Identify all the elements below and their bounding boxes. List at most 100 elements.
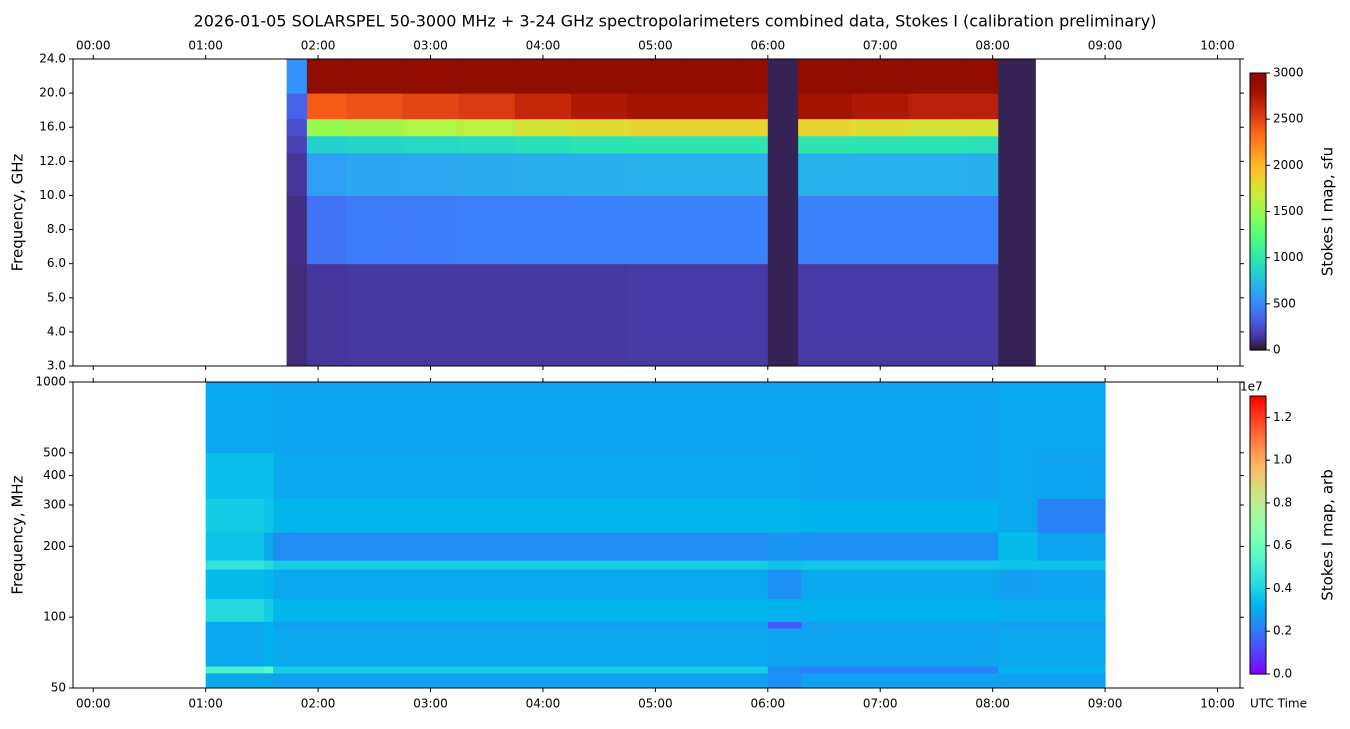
heatmap-cell	[627, 135, 684, 154]
colorbar-step	[1250, 308, 1266, 312]
colorbar-step	[1250, 613, 1266, 617]
x-tick-label: 01:00	[188, 697, 223, 711]
chart-title: 2026-01-05 SOLARSPEL 50-3000 MHz + 3-24 …	[194, 12, 1157, 31]
y-tick-label: 4.0	[47, 324, 66, 338]
heatmap-cell	[273, 498, 769, 533]
colorbar-step	[1250, 405, 1266, 409]
x-tick-label: 08:00	[975, 697, 1010, 711]
x-tick-label: 05:00	[638, 697, 673, 711]
heatmap-cell	[1037, 560, 1106, 570]
heatmap-cell	[998, 621, 1039, 629]
colorbar-step	[1250, 627, 1266, 631]
colorbar-step	[1250, 611, 1266, 615]
colorbar-step	[1250, 255, 1266, 259]
colorbar-step	[1250, 664, 1266, 668]
colorbar-step	[1250, 667, 1266, 670]
colorbar-step	[1250, 516, 1266, 520]
heatmap-cell	[458, 195, 516, 265]
colorbar-step	[1250, 465, 1266, 469]
heatmap-cell	[739, 59, 769, 94]
heatmap-cell	[273, 621, 769, 629]
heatmap-cell	[458, 118, 516, 137]
colorbar-step	[1250, 179, 1266, 183]
colorbar-step	[1250, 484, 1266, 487]
colorbar-step	[1250, 416, 1266, 420]
heatmap-cell	[458, 263, 516, 367]
colorbar-step	[1250, 146, 1266, 150]
colorbar-step	[1250, 206, 1266, 210]
heatmap-cell	[908, 263, 966, 367]
colorbar-step	[1250, 93, 1266, 97]
colorbar-step	[1250, 294, 1266, 298]
colorbar-step	[1250, 319, 1266, 323]
colorbar-step	[1250, 306, 1266, 310]
colorbar-step	[1250, 123, 1266, 127]
heatmap-cell	[205, 672, 265, 689]
colorbar-step	[1250, 340, 1266, 344]
x-tick-label: 10:00	[1200, 697, 1235, 711]
colorbar-step	[1250, 183, 1266, 187]
x-tick-label: 08:00	[975, 39, 1010, 53]
heatmap-cell	[346, 263, 403, 367]
colorbar-step	[1250, 470, 1266, 474]
colorbar-step	[1250, 193, 1266, 196]
heatmap-cell	[801, 498, 999, 533]
colorbar-step	[1250, 402, 1266, 406]
y-tick-label: 6.0	[47, 256, 66, 270]
heatmap-cell	[571, 152, 628, 196]
colorbar-step	[1250, 585, 1266, 589]
colorbar-step	[1250, 114, 1266, 118]
colorbar-step	[1250, 135, 1266, 139]
heatmap-cell	[264, 382, 274, 454]
colorbar-step	[1250, 669, 1266, 673]
colorbar-step	[1250, 412, 1266, 416]
colorbar-label: Stokes I map, sfu	[1319, 147, 1337, 276]
colorbar-step	[1250, 218, 1266, 222]
colorbar-step	[1250, 278, 1266, 282]
heatmap-cell	[286, 59, 308, 94]
colorbar-step	[1250, 232, 1266, 236]
heatmap-cell	[908, 93, 966, 120]
y-axis-label: Frequency, GHz	[9, 153, 27, 271]
colorbar-step	[1250, 551, 1266, 555]
colorbar-step	[1250, 581, 1266, 585]
heatmap-cell	[998, 532, 1039, 561]
colorbar-step	[1250, 590, 1266, 594]
heatmap-cell	[458, 93, 516, 120]
colorbar-step	[1250, 77, 1266, 81]
heatmap-cell	[402, 59, 460, 94]
heatmap-cell	[1037, 382, 1106, 454]
colorbar-step	[1250, 213, 1266, 217]
colorbar-step	[1250, 509, 1266, 513]
colorbar-tick-label: 1.0	[1273, 453, 1292, 467]
colorbar-step	[1250, 121, 1266, 125]
heatmap-cell	[801, 569, 999, 600]
colorbar-step	[1250, 574, 1266, 578]
heatmap-cell	[346, 135, 403, 154]
heatmap-cell	[798, 263, 853, 367]
colorbar-step	[1250, 133, 1266, 136]
colorbar-step	[1250, 98, 1266, 102]
x-tick-label: 03:00	[413, 39, 448, 53]
colorbar-step	[1250, 165, 1266, 169]
colorbar-step	[1250, 400, 1266, 404]
heatmap-cell	[346, 118, 403, 137]
colorbar-step	[1250, 236, 1266, 240]
heatmap-cell	[205, 498, 265, 533]
heatmap-cell	[571, 118, 628, 137]
y-tick-label: 3.0	[47, 359, 66, 373]
heatmap-cell	[683, 93, 741, 120]
colorbar-step	[1250, 329, 1266, 333]
colorbar-tick-label: 0.8	[1273, 495, 1292, 509]
heatmap-cell	[998, 118, 1036, 137]
colorbar-step	[1250, 266, 1266, 270]
heatmap-cell	[767, 598, 803, 622]
heatmap-cell	[514, 59, 572, 94]
colorbar-step	[1250, 324, 1266, 328]
colorbar-step	[1250, 535, 1266, 538]
x-tick-label: 00:00	[76, 697, 111, 711]
colorbar-step	[1250, 336, 1266, 340]
colorbar-step	[1250, 525, 1266, 529]
colorbar-step	[1250, 463, 1266, 467]
heatmap-cell	[767, 118, 799, 137]
